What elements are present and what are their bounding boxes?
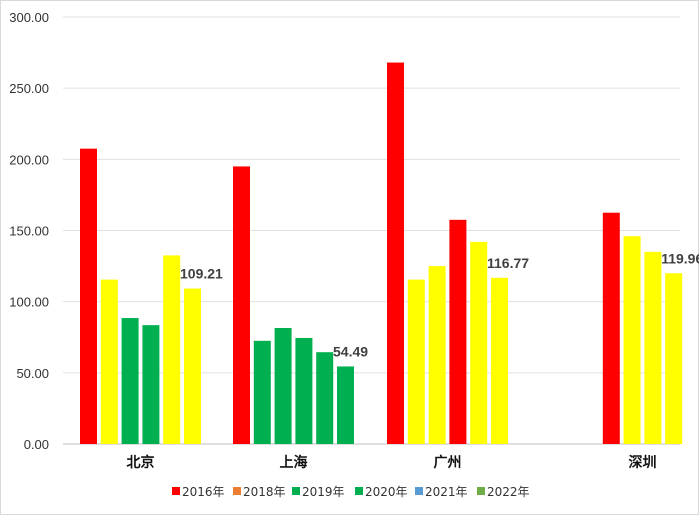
legend-item[interactable]: 2020年 <box>355 485 408 499</box>
legend-swatch <box>477 487 485 495</box>
x-category-label: 上海 <box>280 454 308 471</box>
legend-item[interactable]: 2022年 <box>477 485 530 499</box>
x-category-label: 广州 <box>434 454 462 471</box>
bar <box>233 166 250 444</box>
bar <box>100 279 118 444</box>
bar <box>184 288 201 444</box>
y-tick-label: 100.00 <box>9 295 49 310</box>
bar <box>491 277 508 444</box>
legend-label: 2022年 <box>487 485 530 499</box>
bar <box>337 366 354 444</box>
legend[interactable]: 2016年 2018年 2019年 2020年 2021年 2022年 <box>172 485 530 499</box>
y-tick-label: 50.00 <box>16 366 49 381</box>
x-axis-categories: 北京 上海 广州 深圳 <box>127 454 657 471</box>
data-labels: 109.21 54.49 116.77 119.96 <box>180 250 699 359</box>
bar <box>602 212 620 444</box>
y-tick-label: 0.00 <box>24 437 49 452</box>
legend-label: 2018年 <box>243 485 286 499</box>
bar <box>449 219 467 444</box>
x-category-label: 深圳 <box>629 454 657 471</box>
y-tick-label: 150.00 <box>9 224 49 239</box>
y-axis-ticks: 0.00 50.00 100.00 150.00 200.00 250.00 300.00 <box>9 10 49 452</box>
legend-label: 2019年 <box>302 485 345 499</box>
bar <box>80 148 97 445</box>
bar <box>387 62 404 445</box>
data-label: 54.49 <box>333 343 368 359</box>
bar <box>428 266 446 444</box>
legend-label: 2020年 <box>365 485 408 499</box>
bar <box>470 241 488 444</box>
bars <box>80 62 683 445</box>
bar <box>253 340 271 444</box>
legend-swatch <box>292 487 300 495</box>
y-tick-label: 250.00 <box>9 81 49 96</box>
y-tick-label: 300.00 <box>9 10 49 25</box>
bar <box>121 318 139 444</box>
bar <box>274 327 292 444</box>
legend-swatch <box>415 487 423 495</box>
legend-swatch <box>172 487 180 495</box>
legend-item[interactable]: 2019年 <box>292 485 345 499</box>
legend-item[interactable]: 2021年 <box>415 485 468 499</box>
bar <box>295 337 313 444</box>
bar <box>623 236 641 444</box>
legend-swatch <box>233 487 241 495</box>
y-tick-label: 200.00 <box>9 152 49 167</box>
bar <box>163 255 181 444</box>
bar <box>644 251 662 444</box>
data-label: 119.96 <box>661 250 699 266</box>
legend-item[interactable]: 2018年 <box>233 485 286 499</box>
legend-item[interactable]: 2016年 <box>172 485 225 499</box>
data-label: 116.77 <box>487 255 529 271</box>
legend-label: 2021年 <box>425 485 468 499</box>
bar <box>665 273 683 444</box>
bar <box>407 279 425 444</box>
x-category-label: 北京 <box>127 454 155 471</box>
bar <box>142 325 160 444</box>
legend-swatch <box>355 487 363 495</box>
data-label: 109.21 <box>180 266 223 282</box>
legend-label: 2016年 <box>182 485 225 499</box>
bar <box>316 352 334 444</box>
